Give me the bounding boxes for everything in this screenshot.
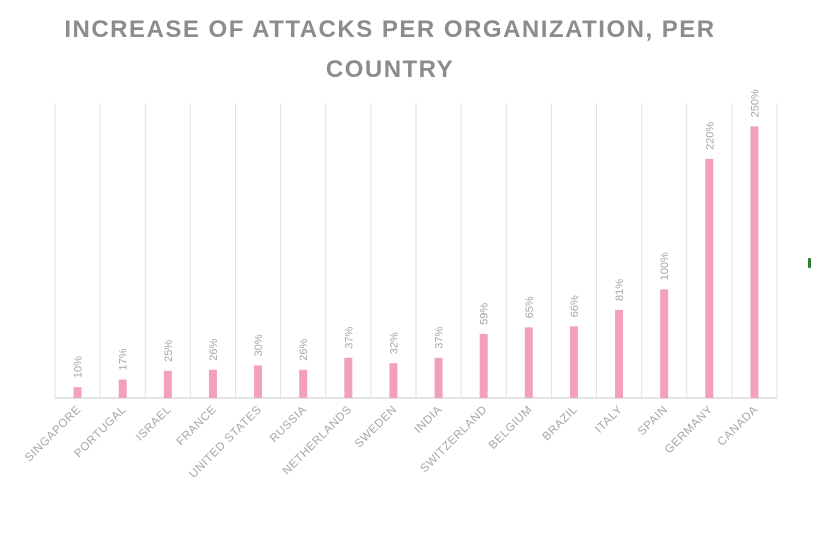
x-tick-label: BELGIUM — [487, 404, 535, 452]
data-label: 66% — [569, 295, 581, 317]
data-label: 17% — [118, 348, 130, 370]
x-tick-label: ITALY — [593, 404, 625, 436]
bar — [660, 289, 669, 398]
bar — [750, 126, 759, 398]
data-label: 37% — [434, 327, 446, 349]
data-label: 26% — [208, 339, 220, 361]
data-label: 65% — [524, 296, 536, 318]
bar — [615, 309, 624, 398]
chart-title: INCREASE OF ATTACKS PER ORGANIZATION, PE… — [64, 16, 716, 83]
data-label: 100% — [659, 252, 671, 280]
data-label: 81% — [614, 279, 626, 301]
data-label: 25% — [163, 340, 175, 362]
bar — [389, 363, 398, 398]
data-label: 26% — [298, 339, 310, 361]
bar — [163, 370, 172, 398]
bar — [254, 365, 263, 398]
data-label: 220% — [704, 122, 716, 150]
data-label: 250% — [749, 89, 761, 117]
x-tick-label: BRAZIL — [541, 404, 581, 444]
x-tick-label: SWEDEN — [353, 404, 400, 451]
data-label: 37% — [343, 327, 355, 349]
x-tick-label: CANADA — [716, 404, 761, 449]
x-tick-label: INDIA — [412, 404, 444, 436]
edge-fragment — [808, 258, 811, 268]
bar — [118, 379, 127, 398]
x-tick-label: RUSSIA — [268, 404, 309, 445]
bar — [299, 369, 308, 398]
data-label: 32% — [388, 332, 400, 354]
data-label: 30% — [253, 334, 265, 356]
x-tick-label: ISRAEL — [134, 404, 174, 444]
bar — [524, 327, 533, 398]
bar — [705, 158, 714, 398]
data-label: 10% — [73, 356, 85, 378]
bar — [569, 326, 578, 398]
x-tick-label: GERMANY — [663, 404, 716, 457]
bar — [479, 333, 488, 398]
x-tick-label: SPAIN — [636, 404, 670, 438]
bar — [208, 369, 217, 398]
bar — [73, 387, 82, 398]
bar — [434, 357, 443, 398]
x-tick-label: FRANCE — [175, 404, 219, 448]
bar — [344, 357, 353, 398]
data-label: 59% — [479, 303, 491, 325]
